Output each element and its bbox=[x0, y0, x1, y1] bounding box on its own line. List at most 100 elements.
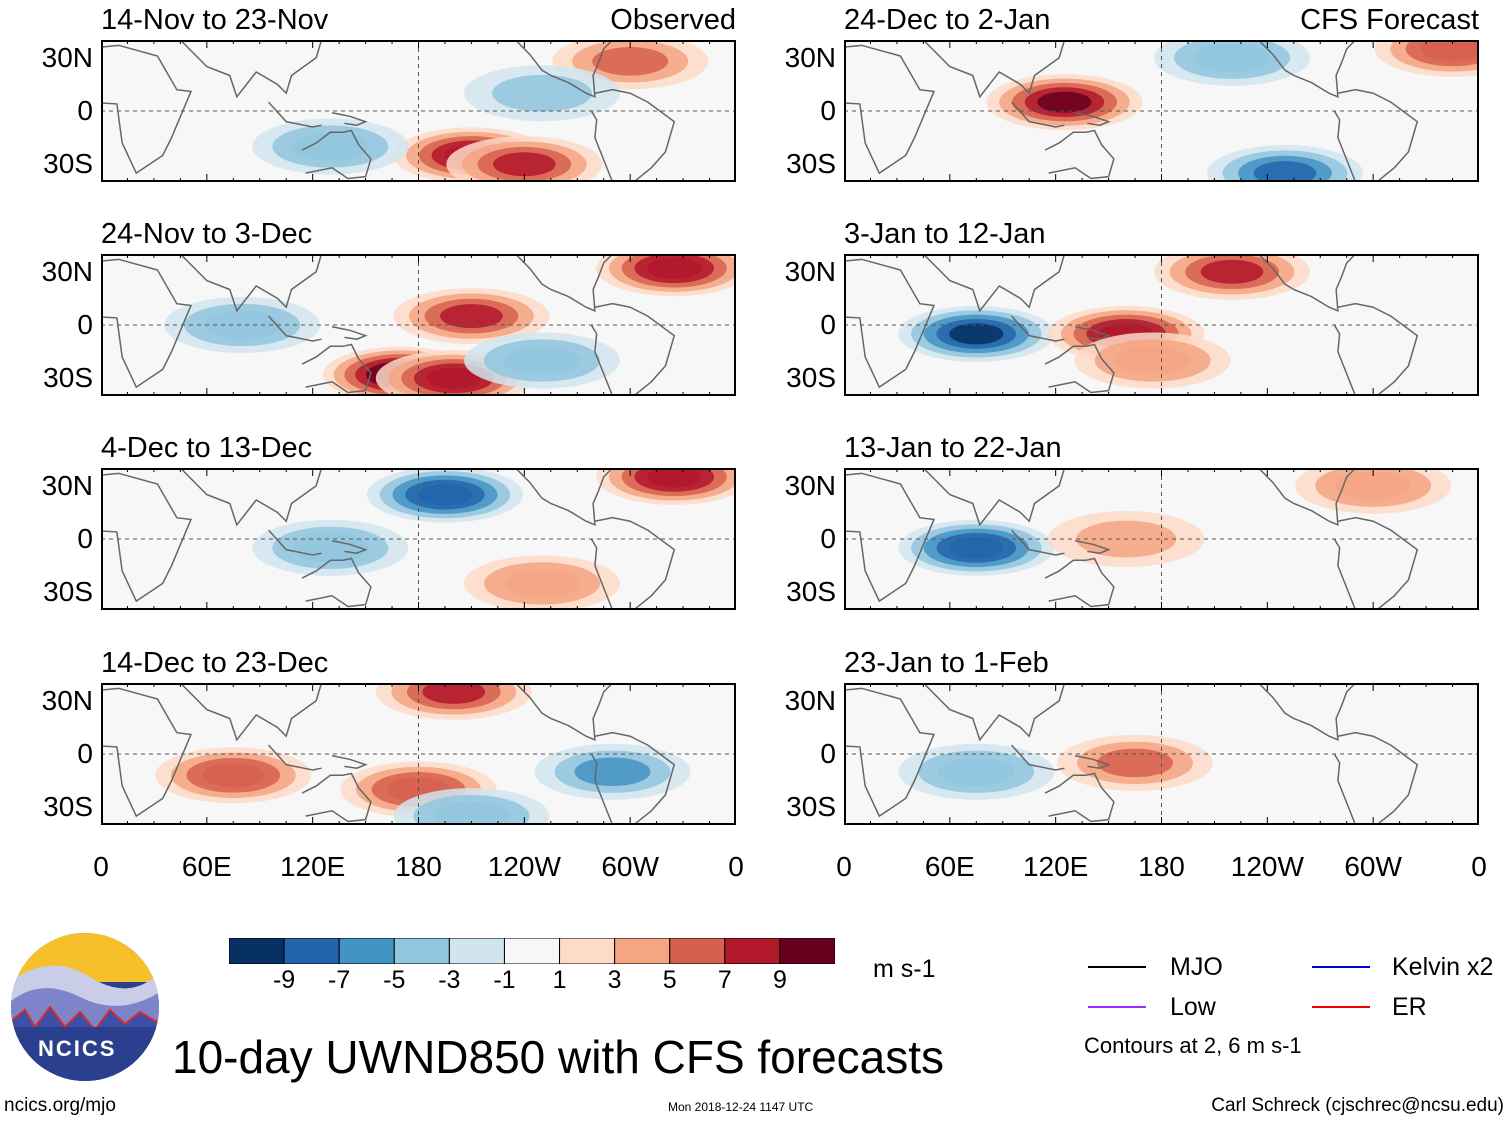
panel-title: 24-Dec to 2-Jan bbox=[844, 4, 1051, 36]
anomaly-contour-fill bbox=[491, 74, 592, 112]
legend-label-low: Low bbox=[1170, 993, 1216, 1021]
colorbar-tick-label: 3 bbox=[607, 966, 622, 994]
map-canvas bbox=[101, 40, 736, 182]
anomaly-contour-fill bbox=[201, 763, 265, 788]
coastline bbox=[896, 683, 1066, 742]
coastline bbox=[1011, 101, 1065, 128]
y-tick-label: 30S bbox=[786, 362, 836, 394]
map-canvas bbox=[844, 468, 1479, 610]
map-canvas bbox=[844, 683, 1479, 825]
y-tick-label: 0 bbox=[820, 523, 836, 554]
coastline bbox=[514, 40, 614, 98]
coastline bbox=[101, 472, 193, 603]
legend-label-er: ER bbox=[1392, 993, 1427, 1021]
x-tick-label: 0 bbox=[1471, 851, 1487, 882]
coastline bbox=[590, 731, 676, 825]
map-panel bbox=[101, 468, 736, 610]
colorbar-tick-label: -1 bbox=[493, 966, 516, 994]
anomaly-contour-fill bbox=[592, 47, 669, 76]
coastline bbox=[101, 687, 193, 818]
coastline bbox=[1011, 529, 1065, 556]
coastline bbox=[301, 129, 372, 180]
anomaly-contour-fill bbox=[1114, 346, 1191, 375]
coastline bbox=[331, 540, 368, 554]
anomaly-contour-fill bbox=[433, 801, 510, 825]
colorbar-swatch bbox=[503, 938, 561, 964]
x-tick-label: 120W bbox=[1230, 851, 1304, 882]
colorbar-swatch bbox=[393, 938, 450, 964]
coastline bbox=[268, 744, 322, 771]
coastline bbox=[844, 687, 936, 818]
coastline bbox=[590, 88, 676, 182]
legend-label-mjo: MJO bbox=[1170, 953, 1223, 981]
anomaly-contour-fill bbox=[417, 484, 473, 506]
coastline bbox=[1044, 129, 1115, 180]
panel-title: 3-Jan to 12-Jan bbox=[844, 218, 1046, 250]
coastline bbox=[153, 468, 323, 527]
map-panel bbox=[844, 254, 1479, 396]
coastline bbox=[844, 258, 936, 389]
map-canvas bbox=[101, 683, 736, 825]
anomaly-contour-fill bbox=[574, 757, 651, 787]
coastline bbox=[1011, 744, 1065, 771]
colorbar-tick-label: 9 bbox=[772, 966, 787, 994]
author: Carl Schreck (cjschrec@ncsu.edu) bbox=[1211, 1095, 1504, 1116]
y-tick-label: 30S bbox=[786, 791, 836, 823]
coastline bbox=[1044, 557, 1115, 608]
header-forecast: CFS Forecast bbox=[1300, 4, 1479, 36]
coastline bbox=[301, 557, 372, 608]
coastline bbox=[268, 315, 322, 342]
coastline bbox=[153, 254, 323, 313]
coastline bbox=[153, 683, 323, 742]
y-tick-label: 30S bbox=[786, 576, 836, 608]
anomaly-contour-fill bbox=[1200, 259, 1264, 284]
y-tick-label: 0 bbox=[77, 95, 93, 126]
legend-line-er bbox=[1312, 1006, 1370, 1008]
coastline bbox=[844, 44, 936, 175]
coastline bbox=[1074, 112, 1111, 126]
y-tick-label: 0 bbox=[820, 309, 836, 340]
x-tick-label: 60E bbox=[181, 851, 232, 882]
coastline bbox=[1257, 683, 1357, 741]
colorbar-swatch bbox=[559, 938, 616, 964]
coastline bbox=[1257, 40, 1357, 98]
anomaly-contour-fill bbox=[204, 310, 281, 340]
coastline bbox=[1333, 88, 1419, 182]
anomaly-contour-fill bbox=[292, 533, 369, 563]
coastline bbox=[514, 683, 614, 741]
colorbar-tick-label: -9 bbox=[272, 966, 296, 994]
coastline bbox=[331, 755, 368, 769]
coastline bbox=[268, 529, 322, 556]
anomaly-contour-fill bbox=[1097, 748, 1174, 778]
coastline bbox=[844, 472, 936, 603]
header-observed: Observed bbox=[610, 4, 736, 36]
x-tick-label: 120E bbox=[279, 851, 346, 882]
colorbar-tick-label: 1 bbox=[552, 966, 567, 994]
coastline bbox=[896, 468, 1066, 527]
map-canvas bbox=[844, 40, 1479, 182]
map-panel bbox=[844, 683, 1479, 825]
anomaly-contour-fill bbox=[1335, 471, 1412, 501]
y-tick-label: 30N bbox=[41, 684, 93, 716]
x-tick-label: 180 bbox=[1138, 851, 1185, 882]
x-tick-label: 0 bbox=[93, 851, 109, 882]
coastline bbox=[514, 254, 614, 312]
coastline bbox=[1074, 326, 1111, 340]
map-panel bbox=[101, 254, 736, 396]
legend-line-low bbox=[1088, 1006, 1146, 1008]
panel-title: 14-Dec to 23-Dec bbox=[101, 647, 329, 679]
anomaly-contour-fill bbox=[292, 132, 369, 161]
y-tick-label: 30N bbox=[784, 469, 836, 501]
coastline bbox=[101, 44, 193, 175]
y-tick-label: 30N bbox=[41, 469, 93, 501]
legend-label-kelvin: Kelvin x2 bbox=[1392, 953, 1494, 981]
map-panel bbox=[101, 683, 736, 825]
coastline bbox=[268, 101, 322, 128]
anomaly-contour-fill bbox=[422, 683, 486, 704]
anomaly-contour-fill bbox=[1253, 161, 1317, 182]
colorbar bbox=[229, 938, 835, 964]
x-tick-label: 180 bbox=[395, 851, 442, 882]
coastline bbox=[1044, 343, 1115, 394]
coastline bbox=[1074, 540, 1111, 554]
map-panel bbox=[101, 40, 736, 182]
